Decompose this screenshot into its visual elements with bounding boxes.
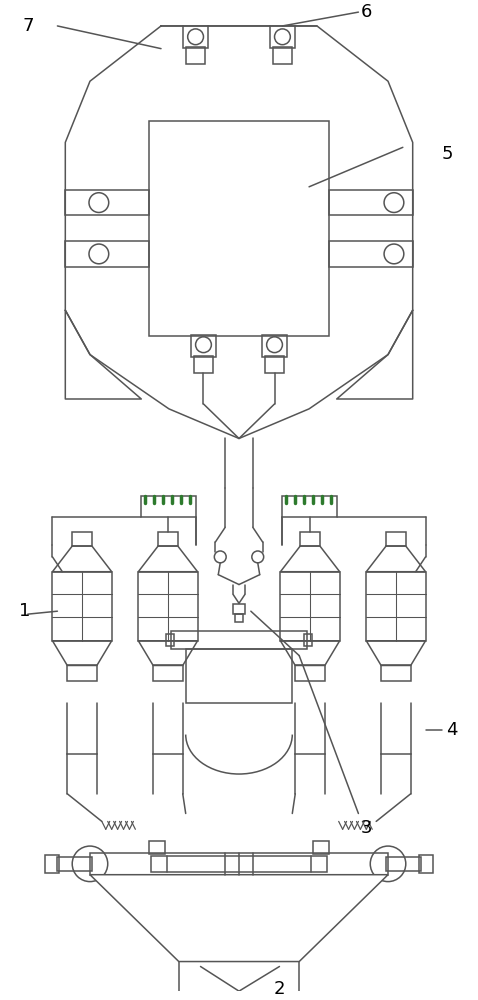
Text: 5: 5 (442, 145, 453, 163)
Bar (270, 26, 295, 48)
Text: 3: 3 (360, 819, 372, 837)
Bar (386, 857, 421, 871)
Bar (386, 532, 406, 546)
Bar (313, 841, 329, 854)
Bar (272, 47, 292, 64)
Bar (329, 241, 413, 267)
Text: 7: 7 (22, 17, 33, 35)
Bar (44, 855, 59, 873)
Bar (235, 614, 243, 622)
Bar (141, 496, 196, 517)
Bar (295, 665, 325, 681)
Bar (171, 631, 307, 649)
Bar (166, 634, 174, 646)
Text: 6: 6 (360, 3, 372, 21)
Bar (186, 649, 292, 703)
Bar (57, 857, 92, 871)
Bar (265, 356, 284, 373)
Text: 2: 2 (274, 980, 285, 998)
Bar (149, 841, 165, 854)
Text: 4: 4 (446, 721, 458, 739)
Bar (300, 532, 320, 546)
Bar (304, 634, 312, 646)
Text: 1: 1 (19, 602, 31, 620)
Bar (53, 572, 112, 641)
Bar (261, 335, 287, 357)
Bar (138, 572, 197, 641)
Bar (233, 604, 245, 614)
Bar (151, 856, 327, 872)
Bar (282, 496, 337, 517)
Bar (186, 47, 206, 64)
Bar (281, 572, 340, 641)
Bar (183, 26, 208, 48)
Bar (194, 356, 213, 373)
Bar (90, 853, 388, 875)
Bar (149, 121, 329, 336)
Bar (158, 532, 178, 546)
Bar (153, 665, 183, 681)
Bar (419, 855, 434, 873)
Bar (191, 335, 217, 357)
Bar (65, 241, 149, 267)
Bar (366, 572, 425, 641)
Polygon shape (90, 875, 388, 962)
Bar (65, 190, 149, 215)
Bar (67, 665, 97, 681)
Bar (381, 665, 411, 681)
Bar (329, 190, 413, 215)
Bar (72, 532, 92, 546)
